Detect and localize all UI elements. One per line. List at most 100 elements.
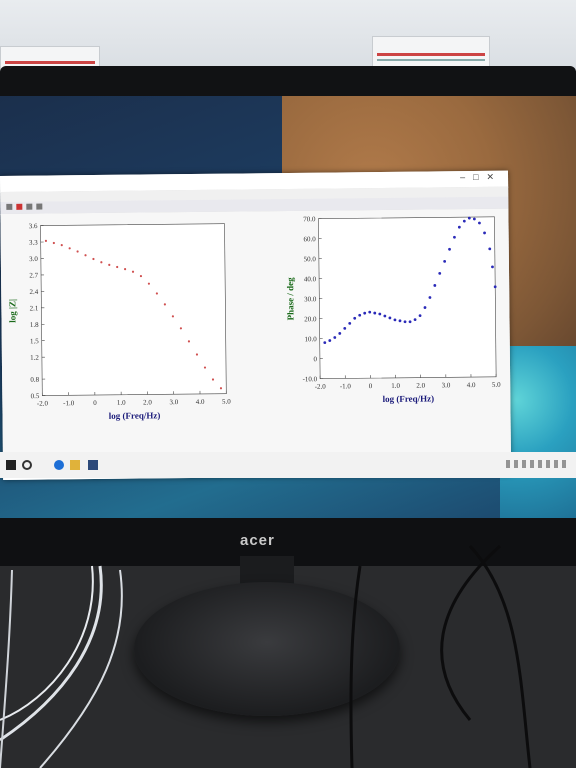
data-point (211, 378, 215, 381)
x-tick-label: 3.0 (442, 381, 451, 389)
x-tick-label: 0 (369, 382, 373, 390)
data-point (179, 327, 183, 330)
toolbar-save-icon[interactable] (16, 203, 23, 210)
data-point (60, 243, 63, 247)
y-tick-label: 30.0 (304, 295, 317, 303)
wallpaper-shoreline (500, 346, 576, 526)
x-tick-label: 2.0 (143, 398, 152, 406)
data-point (139, 274, 143, 278)
data-point (433, 284, 437, 287)
x-tick-label: 2.0 (416, 382, 425, 390)
x-axis-label: log (Freq/Hz) (383, 393, 435, 404)
close-button[interactable]: ✕ (486, 171, 503, 182)
bode-plots: 0.5 0.8 1.2 1.5 1.8 2.1 2.4 2.7 3.0 3.3 3.6 -2.0 -1.… (7, 215, 501, 421)
y-tick-label: 1.2 (30, 354, 39, 362)
y-tick-label: 10.0 (304, 335, 317, 343)
data-point (147, 282, 151, 285)
y-tick-label: 70.0 (303, 215, 316, 223)
system-tray (506, 460, 566, 468)
y-tick-label: 0 (313, 355, 317, 363)
phase-angle-plot: -10.0 0 10.0 20.0 30.0 40.0 50.0 60.0 70.0 -2.0 -1… (285, 215, 501, 404)
data-point (187, 340, 191, 343)
x-tick-label: 4.0 (467, 381, 476, 389)
wall-device-right (372, 36, 490, 68)
data-point (438, 272, 442, 275)
x-tick-label: -2.0 (315, 383, 327, 391)
search-icon[interactable] (22, 460, 32, 470)
y-tick-label: 2.1 (30, 304, 39, 312)
y-axis-label: Phase / deg (285, 277, 295, 321)
plot-frame (318, 216, 497, 379)
data-point (488, 247, 492, 251)
impedance-magnitude-plot: 0.5 0.8 1.2 1.5 1.8 2.1 2.4 2.7 3.0 3.3 3.6 -2.0 -1.… (7, 222, 231, 421)
maximize-button[interactable]: □ (473, 171, 487, 183)
data-point (44, 239, 48, 242)
x-tick-label: 1.0 (391, 382, 400, 390)
toolbar-stop-icon[interactable] (36, 203, 43, 210)
edge-icon[interactable] (54, 460, 64, 470)
data-point (195, 353, 199, 356)
data-point (84, 254, 87, 257)
x-tick-label: -2.0 (37, 400, 49, 408)
y-axis-label: log |Z| (7, 299, 17, 323)
data-point (338, 332, 342, 335)
data-point (348, 321, 352, 325)
app-taskbar-icon[interactable] (88, 460, 98, 470)
data-point (393, 318, 397, 322)
data-point (131, 270, 135, 273)
x-tick-label: 4.0 (196, 398, 205, 406)
data-point (363, 311, 367, 315)
data-point (333, 336, 337, 339)
data-point (52, 241, 55, 245)
data-point (76, 250, 79, 253)
data-point (373, 311, 377, 315)
data-point (100, 261, 103, 264)
data-point (92, 257, 95, 261)
toolbar-run-icon[interactable] (26, 203, 33, 210)
data-point (453, 235, 456, 239)
x-tick-label: 1.0 (117, 399, 126, 407)
y-tick-label: 2.4 (29, 288, 38, 296)
y-tick-label: 2.7 (29, 271, 38, 279)
data-point (155, 292, 158, 295)
background-wall (0, 0, 576, 78)
data-point (467, 216, 471, 220)
y-tick-label: 20.0 (304, 315, 317, 323)
y-tick-label: 3.6 (29, 222, 38, 230)
data-point (478, 221, 481, 225)
data-point (123, 268, 127, 271)
start-icon[interactable] (6, 460, 16, 470)
y-tick-label: -10.0 (303, 375, 318, 383)
y-tick-label: 60.0 (303, 235, 316, 243)
data-point (68, 247, 71, 250)
plot-area: 0.5 0.8 1.2 1.5 1.8 2.1 2.4 2.7 3.0 3.3 3.6 -2.0 -1.… (0, 208, 511, 460)
x-tick-label: 5.0 (222, 398, 231, 406)
data-point (108, 263, 111, 266)
data-point (491, 265, 494, 269)
data-point (398, 319, 402, 323)
data-point (116, 265, 119, 269)
monitor-brand-logo: acer (240, 532, 275, 549)
windows-taskbar (0, 452, 576, 478)
application-window: –□✕ 0.5 0.8 1.2 1.5 1.8 2.1 2.4 2.7 3.0 3.3 3.6 -2.… (0, 170, 512, 480)
data-point (423, 306, 427, 309)
monitor-stand-base (134, 582, 400, 716)
minimize-button[interactable]: – (459, 172, 474, 183)
toolbar-open-icon[interactable] (6, 203, 13, 210)
x-tick-label: 0 (93, 399, 97, 407)
data-point (448, 247, 451, 251)
data-point (462, 219, 466, 223)
folder-icon[interactable] (70, 460, 80, 470)
plot-frame (40, 223, 227, 396)
data-point (368, 310, 372, 314)
data-point (413, 318, 417, 322)
y-tick-label: 0.8 (30, 376, 39, 384)
data-point (408, 320, 412, 324)
y-tick-label: 40.0 (304, 275, 317, 283)
data-point (353, 316, 357, 320)
data-point (323, 341, 327, 345)
data-point (428, 296, 432, 299)
x-tick-label: -1.0 (63, 399, 75, 407)
data-point (358, 313, 362, 317)
y-tick-label: 1.5 (30, 337, 39, 345)
